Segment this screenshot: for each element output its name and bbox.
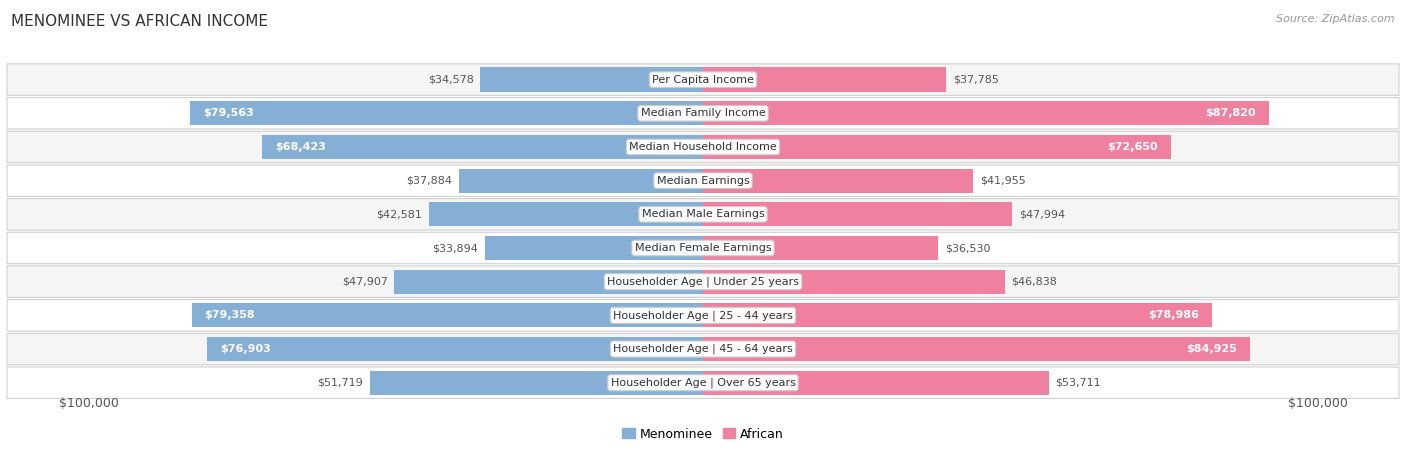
Text: $76,903: $76,903	[221, 344, 271, 354]
Text: $100,000: $100,000	[1288, 397, 1347, 410]
FancyBboxPatch shape	[7, 367, 1399, 398]
Text: Householder Age | 45 - 64 years: Householder Age | 45 - 64 years	[613, 344, 793, 354]
Bar	[703, 303, 1212, 327]
Text: $79,358: $79,358	[204, 311, 254, 320]
Bar	[429, 202, 703, 226]
Bar	[458, 169, 703, 193]
Legend: Menominee, African: Menominee, African	[617, 423, 789, 446]
Text: $72,650: $72,650	[1108, 142, 1159, 152]
Text: MENOMINEE VS AFRICAN INCOME: MENOMINEE VS AFRICAN INCOME	[11, 14, 269, 29]
Text: Median Household Income: Median Household Income	[628, 142, 778, 152]
Text: $78,986: $78,986	[1149, 311, 1199, 320]
Text: $47,994: $47,994	[1019, 209, 1064, 219]
Text: $84,925: $84,925	[1187, 344, 1237, 354]
Text: Median Earnings: Median Earnings	[657, 176, 749, 186]
Bar	[703, 202, 1012, 226]
FancyBboxPatch shape	[7, 232, 1399, 264]
Text: $37,785: $37,785	[953, 75, 998, 85]
FancyBboxPatch shape	[7, 198, 1399, 230]
Text: Source: ZipAtlas.com: Source: ZipAtlas.com	[1277, 14, 1395, 24]
Bar	[190, 101, 703, 126]
Bar	[703, 337, 1250, 361]
Text: $42,581: $42,581	[377, 209, 422, 219]
Text: $34,578: $34,578	[427, 75, 474, 85]
FancyBboxPatch shape	[7, 266, 1399, 297]
Text: $87,820: $87,820	[1205, 108, 1256, 118]
Text: Householder Age | 25 - 44 years: Householder Age | 25 - 44 years	[613, 310, 793, 321]
Text: $53,711: $53,711	[1056, 378, 1101, 388]
Bar	[208, 337, 703, 361]
Text: $68,423: $68,423	[276, 142, 326, 152]
Text: $51,719: $51,719	[318, 378, 363, 388]
Bar	[191, 303, 703, 327]
Bar	[703, 101, 1270, 126]
Bar	[703, 236, 938, 260]
Text: Per Capita Income: Per Capita Income	[652, 75, 754, 85]
Bar	[703, 135, 1171, 159]
Text: Median Family Income: Median Family Income	[641, 108, 765, 118]
Text: Median Female Earnings: Median Female Earnings	[634, 243, 772, 253]
Bar	[703, 68, 946, 92]
Bar	[370, 371, 703, 395]
Bar	[703, 269, 1005, 294]
Bar	[703, 371, 1049, 395]
Text: $37,884: $37,884	[406, 176, 453, 186]
Bar	[394, 269, 703, 294]
Text: $46,838: $46,838	[1011, 276, 1057, 287]
FancyBboxPatch shape	[7, 131, 1399, 163]
Bar	[485, 236, 703, 260]
FancyBboxPatch shape	[7, 300, 1399, 331]
Bar	[703, 169, 973, 193]
Text: $33,894: $33,894	[432, 243, 478, 253]
FancyBboxPatch shape	[7, 165, 1399, 197]
FancyBboxPatch shape	[7, 64, 1399, 95]
FancyBboxPatch shape	[7, 98, 1399, 129]
Text: $47,907: $47,907	[342, 276, 388, 287]
Text: Householder Age | Over 65 years: Householder Age | Over 65 years	[610, 377, 796, 388]
Bar	[262, 135, 703, 159]
Text: Householder Age | Under 25 years: Householder Age | Under 25 years	[607, 276, 799, 287]
Text: $100,000: $100,000	[59, 397, 118, 410]
Text: $79,563: $79,563	[204, 108, 254, 118]
Bar	[481, 68, 703, 92]
Text: Median Male Earnings: Median Male Earnings	[641, 209, 765, 219]
FancyBboxPatch shape	[7, 333, 1399, 365]
Text: $36,530: $36,530	[945, 243, 990, 253]
Text: $41,955: $41,955	[980, 176, 1025, 186]
